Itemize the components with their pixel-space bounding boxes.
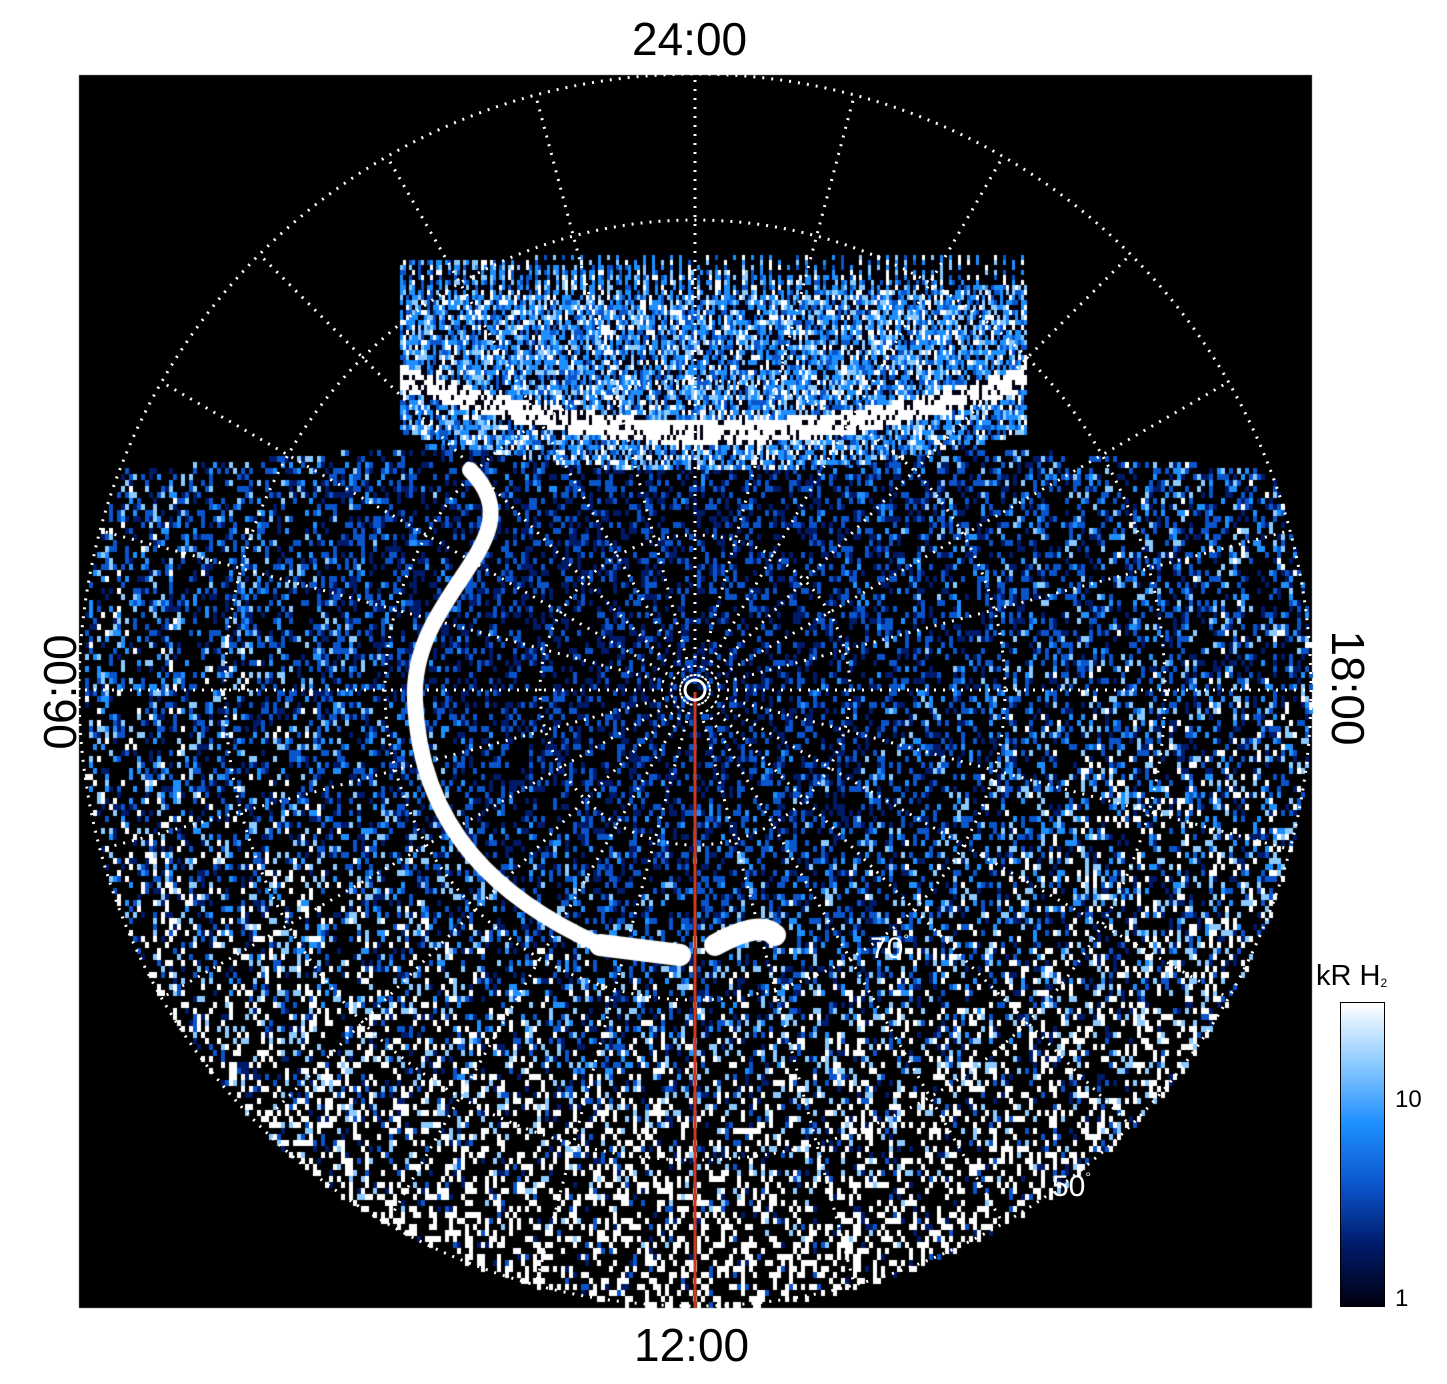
local-time-label-dawn: 06:00: [34, 634, 86, 750]
meridian-spoke-19: [99, 529, 682, 688]
meridian-spoke-11: [697, 703, 856, 1286]
meridian-spoke-23: [534, 94, 693, 677]
local-time-label-midnight: 24:00: [632, 13, 748, 65]
meridian-spoke-17: [99, 692, 682, 851]
meridian-spoke-7: [708, 692, 1291, 851]
meridian-spoke-20: [160, 380, 684, 685]
latitude-circle-0: [77, 72, 1313, 1308]
meridian-spoke-4: [706, 380, 1230, 685]
latitude-label-70: 70°: [870, 931, 909, 965]
meridian-spoke-8: [706, 695, 1230, 1000]
meridian-spoke-21: [258, 253, 687, 682]
lat-lon-grid: [77, 72, 1313, 1308]
meridian-spoke-15: [258, 698, 687, 1127]
meridian-spoke-9: [703, 698, 1132, 1127]
meridian-spoke-10: [700, 701, 1005, 1225]
meridian-spoke-14: [385, 701, 690, 1225]
meridian-spoke-2: [700, 155, 1005, 679]
colorbar-tick-10: 10: [1395, 1086, 1422, 1113]
colorbar-title: kR H2: [1316, 960, 1388, 992]
meridian-spoke-1: [697, 94, 856, 677]
latitude-label-50: 50°: [1052, 1169, 1091, 1203]
pole-marker: [683, 678, 707, 702]
meridian-spoke-13: [534, 703, 693, 1286]
colorbar-tick-1: 1: [1395, 1285, 1409, 1312]
local-time-label-noon: 12:00: [634, 1319, 750, 1371]
meridian-spoke-3: [703, 253, 1132, 682]
local-time-label-dusk: 18:00: [1322, 630, 1374, 746]
meridian-spoke-22: [385, 155, 690, 679]
meridian-spoke-5: [708, 529, 1291, 688]
colorbar: [1340, 1002, 1385, 1307]
meridian-spoke-16: [160, 695, 684, 1000]
